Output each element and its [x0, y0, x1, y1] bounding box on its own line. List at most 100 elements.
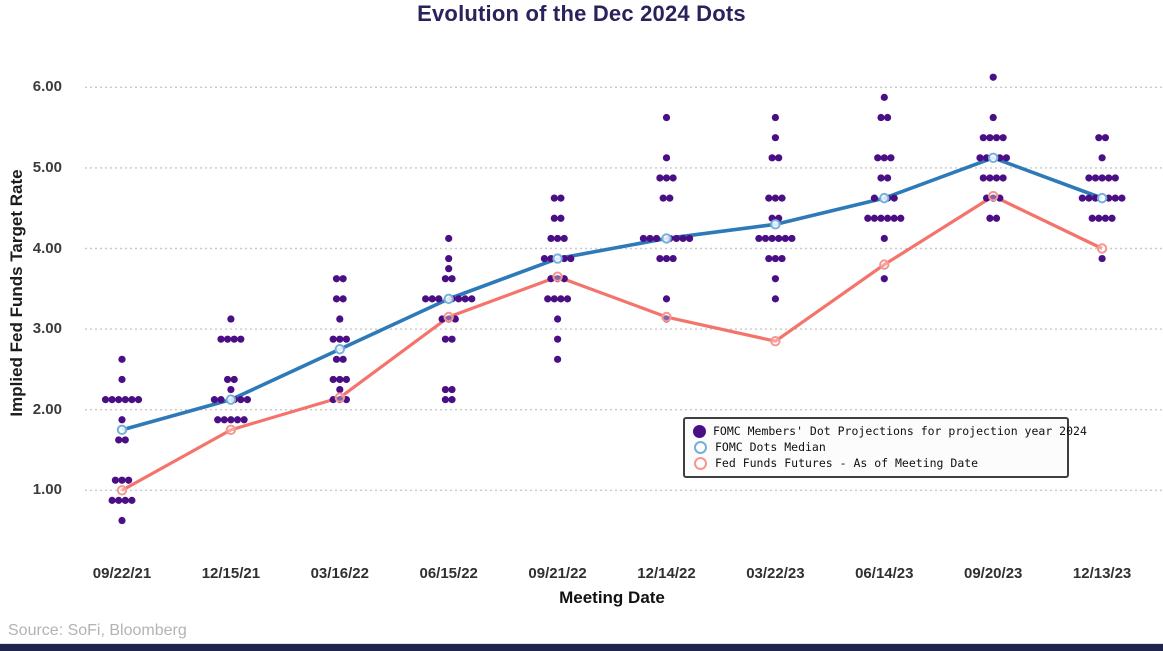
dot	[884, 214, 892, 222]
dot	[1098, 174, 1106, 182]
dot	[1118, 194, 1126, 202]
futures-point	[661, 311, 672, 323]
dot	[662, 154, 671, 162]
dot	[230, 375, 238, 384]
dot	[237, 335, 245, 343]
dot	[227, 315, 235, 323]
y-tick-label: 5.00	[32, 158, 62, 176]
dot	[999, 134, 1007, 142]
futures-point	[552, 271, 563, 282]
dot	[662, 113, 671, 122]
dot	[108, 496, 116, 504]
dot	[771, 254, 780, 263]
dot	[332, 355, 341, 363]
dot	[227, 416, 235, 424]
x-tick-label: 12/14/22	[637, 565, 696, 582]
dot	[448, 396, 456, 404]
futures-point	[879, 259, 890, 270]
x-tick-label: 12/15/21	[201, 565, 261, 582]
median-point	[334, 344, 345, 355]
dot	[227, 385, 235, 394]
dot	[1108, 214, 1116, 222]
x-tick-label: 09/21/22	[528, 565, 587, 582]
dot	[669, 254, 677, 263]
futures-point	[988, 190, 999, 202]
dot	[761, 234, 770, 243]
dot	[217, 396, 225, 404]
dot	[986, 174, 994, 182]
dot	[992, 214, 1001, 222]
dot	[567, 254, 575, 263]
dot	[220, 416, 228, 424]
dot	[979, 174, 987, 182]
dot	[755, 234, 763, 243]
dot	[884, 113, 892, 122]
dot	[332, 275, 341, 283]
dot	[448, 385, 456, 394]
dot	[428, 295, 436, 303]
legend-label: FOMC Dots Median	[715, 440, 826, 454]
dot	[768, 234, 776, 243]
dot	[656, 254, 664, 263]
dot	[1002, 154, 1011, 162]
dot	[662, 254, 671, 263]
dot	[336, 335, 344, 343]
median-line	[121, 156, 1103, 432]
dot	[445, 254, 453, 263]
dot	[435, 295, 443, 303]
dot	[979, 134, 987, 142]
dot	[1095, 134, 1103, 142]
dot	[455, 295, 463, 303]
dot	[461, 295, 469, 303]
dot	[864, 214, 872, 222]
dot	[771, 113, 780, 122]
median-point	[443, 293, 454, 305]
dot	[441, 335, 449, 343]
y-tick-label: 1.00	[32, 481, 62, 499]
dot	[118, 416, 126, 424]
dot	[989, 113, 997, 122]
median-point	[116, 424, 128, 436]
dot	[134, 396, 143, 404]
dot	[224, 335, 232, 343]
source-note: Source: SoFi, Bloomberg	[8, 622, 187, 639]
dot	[1098, 254, 1106, 263]
dot	[550, 194, 558, 202]
dot	[1088, 214, 1096, 222]
dot	[992, 174, 1001, 182]
dot	[128, 496, 136, 504]
legend-label: FOMC Members' Dot Projections for projec…	[713, 424, 1087, 438]
dot	[778, 194, 786, 202]
dot	[339, 355, 347, 363]
dot	[880, 234, 888, 243]
dot	[679, 234, 687, 243]
dot	[887, 154, 895, 162]
dot	[560, 234, 568, 243]
dot	[550, 214, 558, 222]
dot	[332, 295, 341, 303]
dot	[662, 174, 671, 182]
dot	[771, 275, 780, 283]
dot	[115, 436, 123, 444]
futures-point	[116, 485, 128, 496]
x-tick-label: 09/20/23	[963, 565, 1023, 582]
dot	[233, 416, 242, 424]
dot	[771, 134, 780, 142]
filled-purple-dot-icon	[693, 424, 706, 438]
median-point	[661, 233, 672, 244]
dot	[870, 194, 879, 202]
dot	[441, 385, 449, 394]
y-tick-label: 6.00	[32, 78, 62, 96]
x-tick-label: 03/22/23	[746, 565, 805, 582]
dot	[121, 496, 129, 504]
dot	[554, 335, 562, 343]
dot	[672, 234, 681, 243]
dot	[771, 295, 780, 303]
dot	[445, 265, 453, 273]
dot	[342, 375, 350, 384]
dot	[121, 436, 129, 444]
dot	[874, 154, 882, 162]
dot	[557, 194, 565, 202]
dot	[115, 496, 123, 504]
